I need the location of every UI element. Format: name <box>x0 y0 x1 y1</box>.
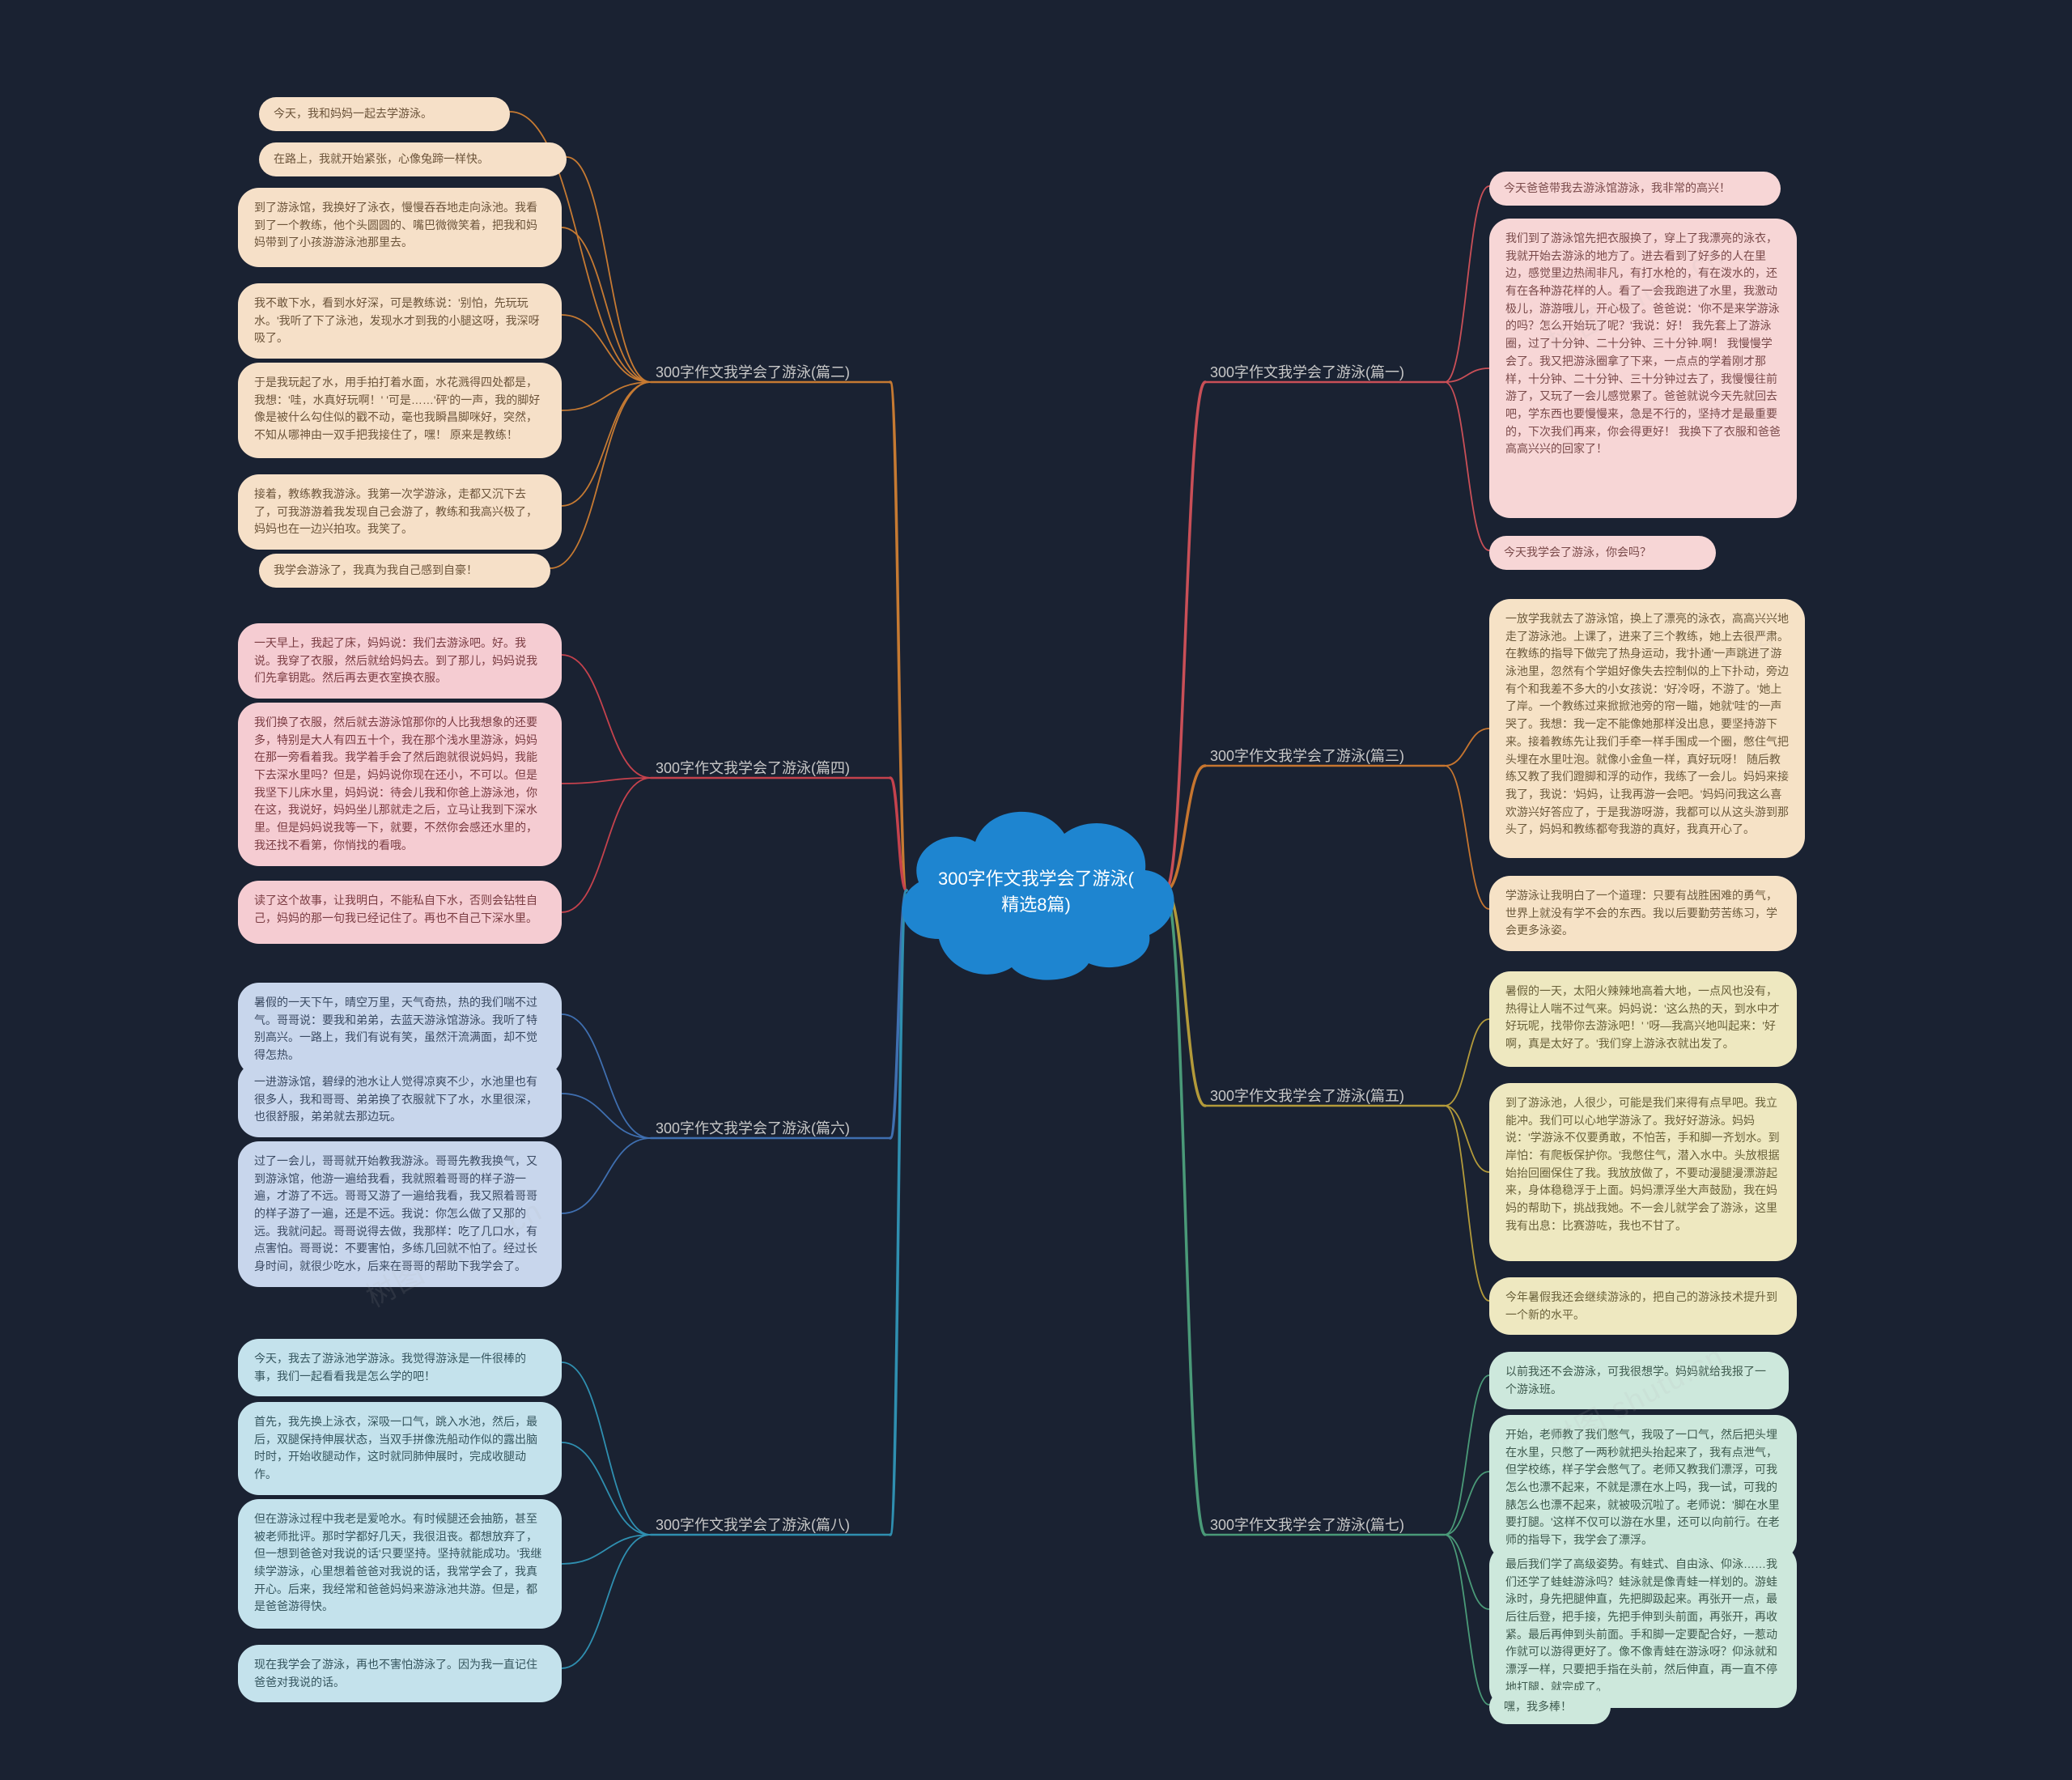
branch-label: 300字作文我学会了游泳(篇一) <box>1210 361 1404 382</box>
leaf-node: 一进游泳馆，碧绿的池水让人觉得凉爽不少，水池里也有很多人，我和哥哥、弟弟换了衣服… <box>238 1062 562 1137</box>
leaf-node: 一放学我就去了游泳馆，换上了漂亮的泳衣，高高兴兴地走了游泳池。上课了，进来了三个… <box>1489 599 1805 858</box>
leaf-node: 学游泳让我明白了一个道理：只要有战胜困难的勇气，世界上就没有学不会的东西。我以后… <box>1489 876 1797 951</box>
leaf-node: 我学会游泳了，我真为我自己感到自豪！ <box>259 554 550 588</box>
leaf-node: 最后我们学了高级姿势。有蛙式、自由泳、仰泳……我们还学了蛙蛙游泳吗？蛙泳就是像青… <box>1489 1544 1797 1708</box>
branch-label: 300字作文我学会了游泳(篇四) <box>656 757 850 778</box>
branch-label: 300字作文我学会了游泳(篇八) <box>656 1514 850 1535</box>
leaf-node: 我们换了衣服，然后就去游泳馆那你的人比我想象的还要多，特别是大人有四五十个，我在… <box>238 703 562 866</box>
leaf-node: 今天爸爸带我去游泳馆游泳，我非常的高兴！ <box>1489 172 1781 206</box>
leaf-node: 一天早上，我起了床，妈妈说：我们去游泳吧。好。我说。我穿了衣服，然后就给妈妈去。… <box>238 623 562 699</box>
center-node: 300字作文我学会了游泳( 精选8篇) <box>906 809 1166 971</box>
leaf-node: 以前我还不会游泳，可我很想学。妈妈就给我报了一个游泳班。 <box>1489 1352 1789 1409</box>
leaf-node: 嘿，我多棒！ <box>1489 1690 1611 1724</box>
leaf-node: 接着，教练教我游泳。我第一次学游泳，走都又沉下去了，可我游游着我发现自己会游了，… <box>238 474 562 550</box>
leaf-node: 读了这个故事，让我明白，不能私自下水，否则会钻牲自己，妈妈的那一句我已经记住了。… <box>238 881 562 944</box>
branch-label: 300字作文我学会了游泳(篇二) <box>656 361 850 382</box>
leaf-node: 暑假的一天，太阳火辣辣地高着大地，一点风也没有，热得让人喘不过气来。妈妈说：'这… <box>1489 971 1797 1067</box>
leaf-node: 今天，我和妈妈一起去学游泳。 <box>259 97 510 131</box>
leaf-node: 到了游泳馆，我换好了泳衣，慢慢吞吞地走向泳池。我看到了一个教练，他个头圆圆的、嘴… <box>238 188 562 267</box>
center-title-line2: 精选8篇) <box>1001 890 1071 916</box>
leaf-node: 但在游泳过程中我老是爱呛水。有时候腿还会抽筋，甚至被老师批评。那时学都好几天，我… <box>238 1499 562 1629</box>
leaf-node: 在路上，我就开始紧张，心像兔蹄一样快。 <box>259 142 567 176</box>
branch-label: 300字作文我学会了游泳(篇六) <box>656 1117 850 1138</box>
leaf-node: 开始，老师教了我们憋气，我吸了一口气，然后把头埋在水里，只憋了一两秒就把头抬起来… <box>1489 1415 1797 1561</box>
branch-label: 300字作文我学会了游泳(篇七) <box>1210 1514 1404 1535</box>
leaf-node: 于是我玩起了水，用手拍打着水面，水花溅得四处都是，我想：'哇，水真好玩啊！' '… <box>238 363 562 458</box>
leaf-node: 我不敢下水，看到水好深，可是教练说：'别怕，先玩玩水。'我听了下了泳池，发现水才… <box>238 283 562 359</box>
leaf-node: 过了一会儿，哥哥就开始教我游泳。哥哥先教我换气，又到游泳馆，他游一遍给我看，我就… <box>238 1141 562 1287</box>
branch-label: 300字作文我学会了游泳(篇三) <box>1210 745 1404 766</box>
leaf-node: 到了游泳池，人很少，可能是我们来得有点早吧。我立能冲。我们可以心地学游泳了。我好… <box>1489 1083 1797 1261</box>
leaf-node: 今天，我去了游泳池学游泳。我觉得游泳是一件很棒的事，我们一起看看我是怎么学的吧！ <box>238 1339 562 1396</box>
leaf-node: 现在我学会了游泳，再也不害怕游泳了。因为我一直记住爸爸对我说的话。 <box>238 1645 562 1702</box>
leaf-node: 首先，我先换上泳衣，深吸一口气，跳入水池，然后，最后，双腿保持伸展状态，当双手拼… <box>238 1402 562 1495</box>
leaf-node: 今年暑假我还会继续游泳的，把自己的游泳技术提升到一个新的水平。 <box>1489 1277 1797 1335</box>
leaf-node: 今天我学会了游泳，你会吗？ <box>1489 536 1716 570</box>
leaf-node: 我们到了游泳馆先把衣服换了，穿上了我漂亮的泳衣，我就开始去游泳的地方了。进去看到… <box>1489 219 1797 518</box>
center-title-line1: 300字作文我学会了游泳( <box>938 865 1134 890</box>
branch-label: 300字作文我学会了游泳(篇五) <box>1210 1085 1404 1106</box>
